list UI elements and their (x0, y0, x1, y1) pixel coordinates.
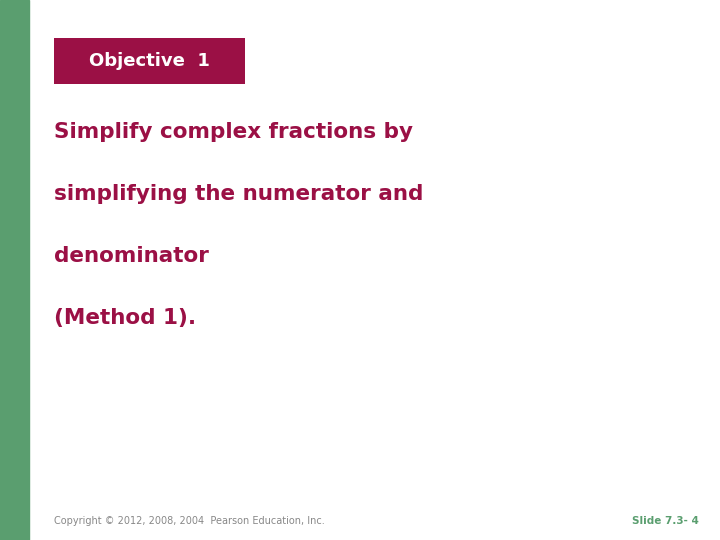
FancyBboxPatch shape (54, 38, 245, 84)
Text: denominator: denominator (54, 246, 209, 266)
Bar (0, 0, 29, 540)
Text: Simplify complex fractions by: Simplify complex fractions by (54, 122, 413, 141)
Text: (Method 1).: (Method 1). (54, 308, 196, 328)
Text: Objective  1: Objective 1 (89, 52, 210, 70)
Text: Slide 7.3- 4: Slide 7.3- 4 (631, 516, 698, 526)
Text: simplifying the numerator and: simplifying the numerator and (54, 184, 423, 204)
Text: Copyright © 2012, 2008, 2004  Pearson Education, Inc.: Copyright © 2012, 2008, 2004 Pearson Edu… (54, 516, 325, 526)
